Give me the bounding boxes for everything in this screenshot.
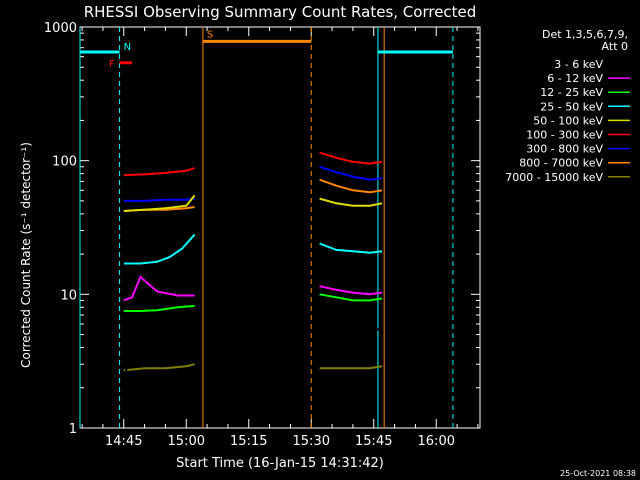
y-tick-label: 1000 [44,21,77,36]
x-tick-label: 15:00 [168,434,205,449]
series-line [123,197,195,202]
legend-header: Det 1,3,5,6,7,9, [542,28,628,41]
series-line [319,285,383,296]
series-line [123,275,195,302]
series-line [319,178,383,194]
series-line [122,313,195,395]
x-axis-label: Start Time (16-Jan-15 14:31:42) [176,456,384,471]
series-line [319,151,383,165]
x-tick-label: 15:30 [293,434,330,449]
y-axis-label: Corrected Count Rate (s⁻¹ detector⁻¹) [19,142,33,368]
x-tick-label: 15:45 [355,434,392,449]
legend-label: 7000 - 15000 keV [505,171,603,184]
legend-label: 100 - 300 keV [526,129,603,142]
series-line [123,363,195,372]
plot-area: 1 10 100 1000 14:45 15:00 15:15 15:30 15:45 16:00… [44,21,481,449]
chart-title: RHESSI Observing Summary Count Rates, Co… [84,3,477,21]
series-line [319,365,383,370]
series-line [123,233,196,265]
timestamp: 25-Oct-2021 08:38 [560,469,636,478]
series-line [319,165,383,181]
flag-label: N [124,42,131,53]
series-line [123,194,196,212]
series-line [123,304,195,312]
legend-label: 3 - 6 keV [554,58,603,71]
y-tick-label: 10 [60,288,77,303]
series-line [319,318,383,334]
x-tick-label: 15:15 [230,434,267,449]
legend-label: 300 - 800 keV [526,143,603,156]
flag-label: F [109,59,115,70]
series-line [319,293,383,302]
legend-label: 50 - 100 keV [533,114,603,127]
x-tick-label: 16:00 [418,434,455,449]
y-tick-label: 100 [52,155,77,170]
x-tick-label: 14:45 [105,434,142,449]
legend-header: Att 0 [602,40,628,53]
series-line [123,167,195,177]
flag-label: S [207,29,213,40]
series-line [319,197,383,207]
legend-label: 800 - 7000 keV [519,157,603,170]
y-tick-label: 1 [69,422,77,437]
legend-label: 12 - 25 keV [540,86,603,99]
legend-label: 25 - 50 keV [540,100,603,113]
series-line [319,242,383,254]
legend-label: 6 - 12 keV [547,72,603,85]
